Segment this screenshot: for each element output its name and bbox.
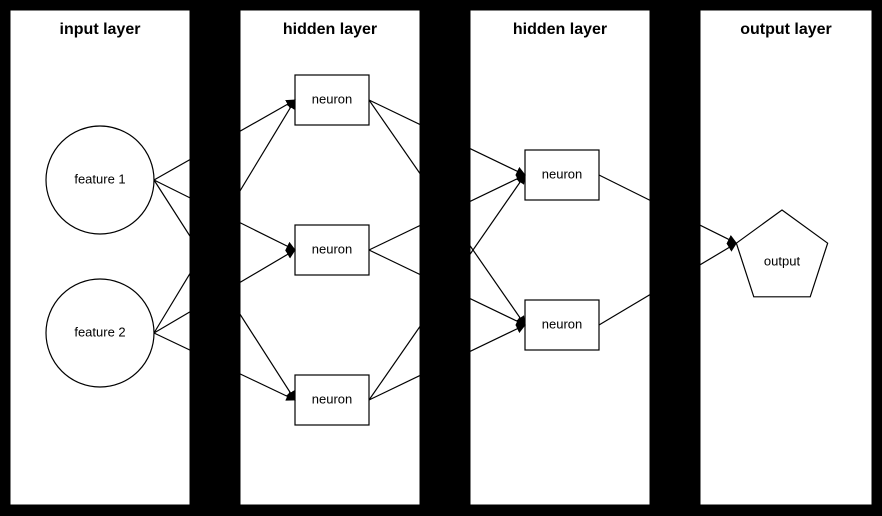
node-label: neuron xyxy=(312,91,352,106)
layer-panel xyxy=(470,10,650,505)
layer-title: hidden layer xyxy=(513,21,607,38)
layer-panel xyxy=(10,10,190,505)
layer-hidden1: hidden layer neuron neuron neuron xyxy=(240,10,420,505)
layer-output: output layer output xyxy=(700,10,872,505)
node-label: output xyxy=(764,253,801,268)
node-label: neuron xyxy=(542,316,582,331)
node-label: feature 1 xyxy=(74,171,125,186)
node-label: neuron xyxy=(542,166,582,181)
node-label: feature 2 xyxy=(74,324,125,339)
nn-diagram: input layer feature 1 feature 2 hidden laye… xyxy=(0,0,882,516)
layer-title: input layer xyxy=(60,21,141,38)
node-label: neuron xyxy=(312,241,352,256)
node-label: neuron xyxy=(312,391,352,406)
layer-hidden2: hidden layer neuron neuron xyxy=(470,10,650,505)
layer-title: hidden layer xyxy=(283,21,377,38)
layer-title: output layer xyxy=(740,21,832,38)
layer-input: input layer feature 1 feature 2 xyxy=(10,10,190,505)
